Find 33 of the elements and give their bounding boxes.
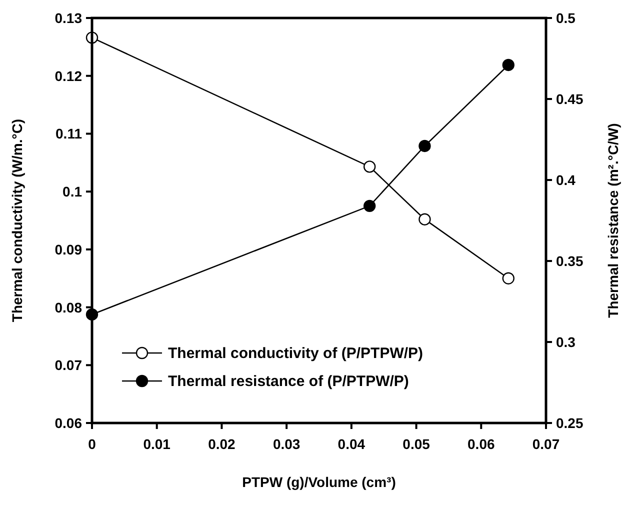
y-tick-label: 0.1 xyxy=(62,184,82,200)
y-tick-label: 0.06 xyxy=(54,415,82,431)
y-axis-title: Thermal conductivity (W/m.°C) xyxy=(9,118,25,322)
y-tick-label: 0.11 xyxy=(56,126,82,142)
point xyxy=(363,200,376,212)
legend-label: Thermal conductivity of (P/PTPW/P) xyxy=(168,345,424,362)
point xyxy=(502,272,514,284)
x-tick-label: 0 xyxy=(88,436,96,452)
y2-tick-label: 0.5 xyxy=(556,10,576,26)
y-tick-label: 0.12 xyxy=(54,68,82,84)
x-tick-label: 0.01 xyxy=(143,436,171,452)
x-tick-label: 0.07 xyxy=(532,436,560,452)
y2-axis-title: Thermal resistance (m².°C/W) xyxy=(605,123,621,318)
x-tick-label: 0.04 xyxy=(338,436,366,452)
point xyxy=(363,160,376,173)
y-tick-label: 0.08 xyxy=(54,299,82,316)
y2-tick-label: 0.35 xyxy=(556,253,584,269)
x-axis-title: PTPW (g)/Volume (cm³) xyxy=(242,474,396,490)
point xyxy=(502,58,514,72)
y2-tick-label: 0.45 xyxy=(556,91,584,107)
y2-tick-label: 0.25 xyxy=(556,415,584,431)
x-tick-label: 0.05 xyxy=(402,436,430,452)
x-tick-label: 0.02 xyxy=(208,436,236,452)
y-tick-label: 0.09 xyxy=(54,241,82,258)
x-tick-label: 0.06 xyxy=(468,436,495,452)
y-tick-label: 0.07 xyxy=(54,357,82,374)
point xyxy=(418,140,431,152)
point xyxy=(418,213,431,226)
y-tick-label: 0.13 xyxy=(54,10,82,26)
y2-tick-label: 0.4 xyxy=(556,172,576,188)
y2-tick-label: 0.3 xyxy=(556,334,576,350)
x-tick-label: 0.03 xyxy=(272,436,300,452)
legend-label: Thermal resistance of (P/PTPW/P) xyxy=(168,373,409,390)
